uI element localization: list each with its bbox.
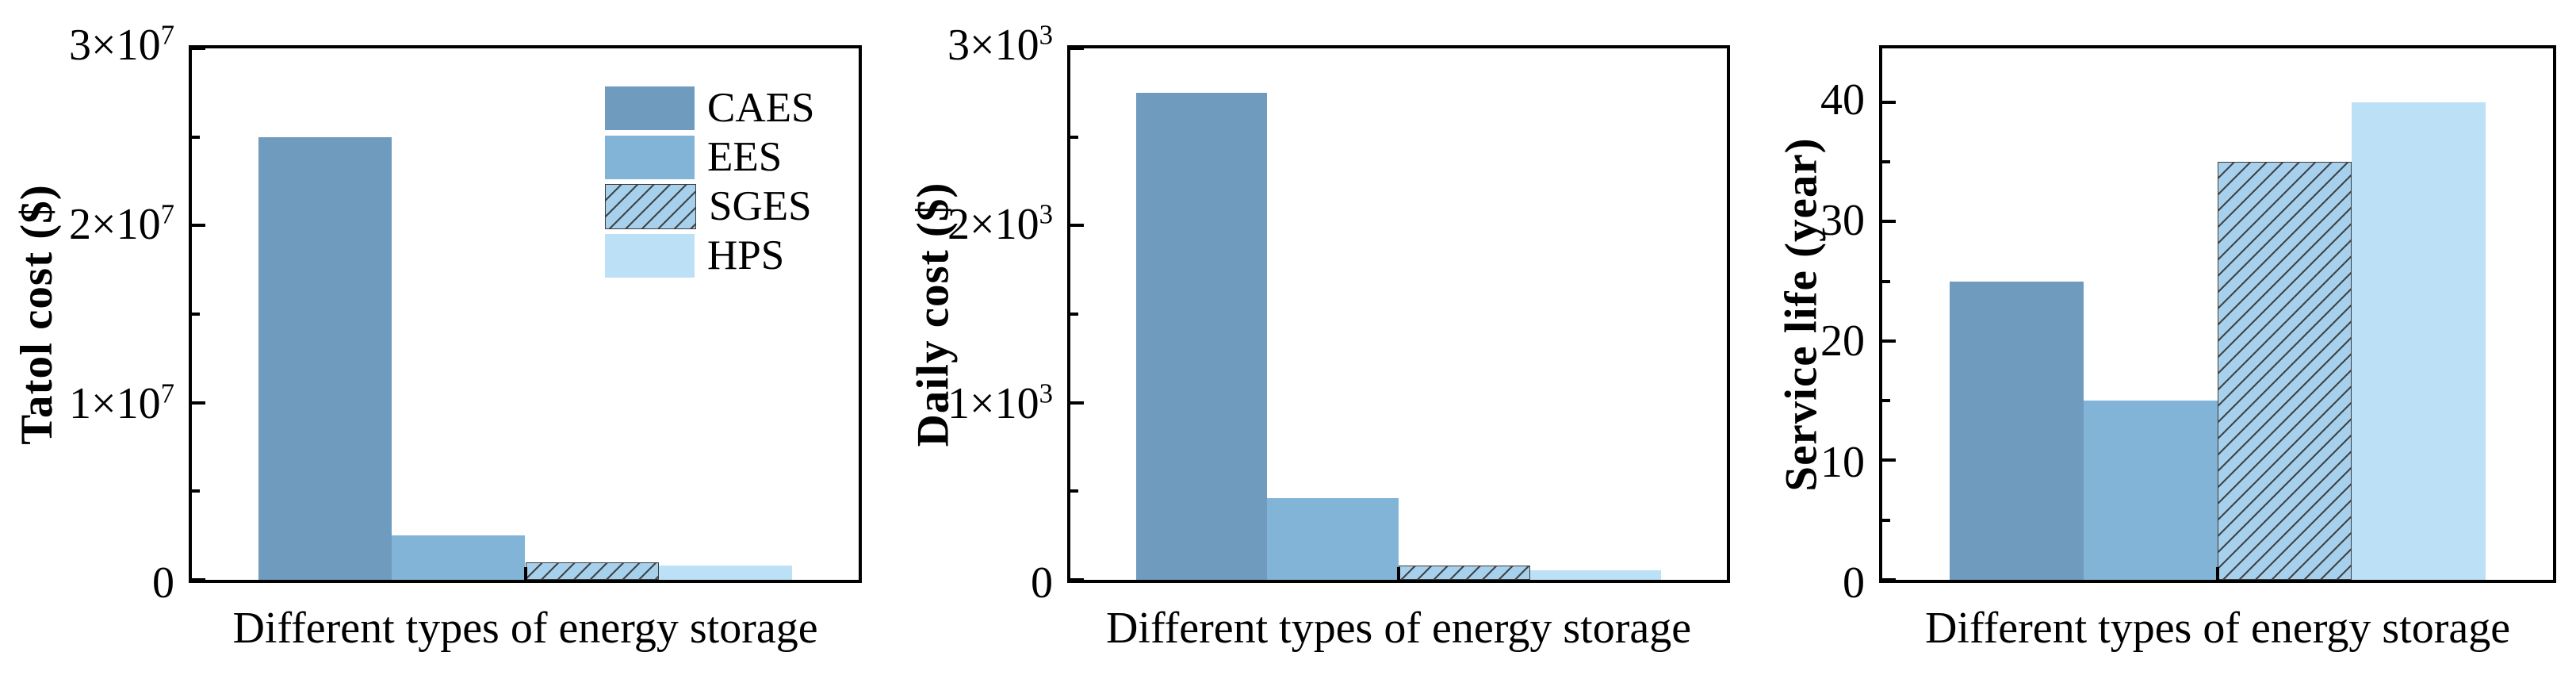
y-major-tick [1882,339,1896,343]
y-tick-label: 3×103 [947,19,1053,70]
x-axis-tick [523,567,527,580]
y-tick-labels: 0 1×103 2×103 3×103 [859,21,1053,605]
y-major-tick [192,47,205,50]
y-tick-labels: 0 10 20 30 40 [1717,45,1865,605]
bar-caes [1949,281,2084,580]
y-tick-label: 20 [1820,316,1865,366]
legend: CAES EES SGES HPS [605,86,814,282]
legend-item-hps: HPS [605,233,814,278]
y-major-tick [192,578,205,581]
legend-swatch-hps [605,234,695,278]
y-major-tick [1882,220,1896,224]
legend-swatch-ees [605,136,695,179]
y-tick-label: 40 [1820,75,1865,125]
legend-label-caes: CAES [707,85,815,131]
y-tick-label: 0 [1843,558,1865,608]
y-minor-tick [1882,160,1890,164]
legend-item-sges: SGES [605,184,814,229]
y-tick-label: 1×103 [947,378,1053,428]
chart-panel-daily-cost: Daily cost ($) 0 1×103 2×103 3×103 Differen… [859,0,1730,675]
y-major-tick [1882,458,1896,462]
y-tick-label: 0 [152,558,174,608]
legend-item-ees: EES [605,135,814,180]
bar-hps [2352,102,2486,580]
bar-caes [1135,92,1268,580]
y-major-tick [1070,47,1084,50]
y-tick-label: 0 [1031,558,1053,608]
legend-item-caes: CAES [605,86,814,131]
plot-area [1067,45,1730,583]
y-tick-label: 2×103 [947,198,1053,249]
legend-label-ees: EES [707,134,783,180]
bar-hps [658,566,792,580]
x-axis-title: Different types of energy storage [1105,604,1692,653]
y-minor-tick [192,313,200,316]
y-major-tick [1070,578,1084,581]
y-minor-tick [192,135,200,139]
y-tick-label: 3×107 [69,19,174,70]
legend-swatch-caes [605,86,695,130]
y-major-tick [192,224,205,228]
legend-swatch-sges [605,184,696,229]
y-minor-tick [1882,518,1890,522]
bar-caes [258,136,392,580]
y-tick-label: 30 [1820,195,1865,245]
y-minor-tick [1882,399,1890,403]
y-major-tick [1070,224,1084,228]
bar-sges [1399,566,1530,580]
y-minor-tick [1070,313,1078,316]
y-minor-tick [1882,279,1890,283]
y-minor-tick [1070,489,1078,493]
legend-label-sges: SGES [709,183,812,229]
y-major-tick [1882,100,1896,104]
chart-panel-service-life: Service life (year) 0 10 20 30 40 Different … [1717,0,2576,675]
y-tick-label: 10 [1820,437,1865,487]
x-axis-tick [1397,567,1400,580]
bar-ees [392,535,526,580]
chart-panel-total-cost: Tatol cost ($) 0 1×107 2×107 3×107 Differen… [0,0,862,675]
bar-ees [1267,498,1399,580]
y-major-tick [1070,401,1084,405]
bar-sges [525,562,659,580]
y-minor-tick [192,489,200,493]
bar-hps [1529,570,1662,580]
y-minor-tick [1070,135,1078,139]
y-tick-labels: 0 1×107 2×107 3×107 [0,21,174,605]
x-axis-title: Different types of energy storage [232,604,818,653]
y-major-tick [192,401,205,405]
y-tick-label: 2×107 [69,198,174,249]
bar-ees [2083,401,2218,580]
y-tick-label: 1×107 [69,378,174,428]
legend-label-hps: HPS [707,232,785,278]
x-axis-title: Different types of energy storage [1924,604,2511,653]
y-major-tick [1882,578,1896,581]
bar-sges [2218,162,2352,580]
x-axis-tick [2216,567,2219,580]
plot-area [1879,45,2556,583]
plot-area [189,45,862,583]
